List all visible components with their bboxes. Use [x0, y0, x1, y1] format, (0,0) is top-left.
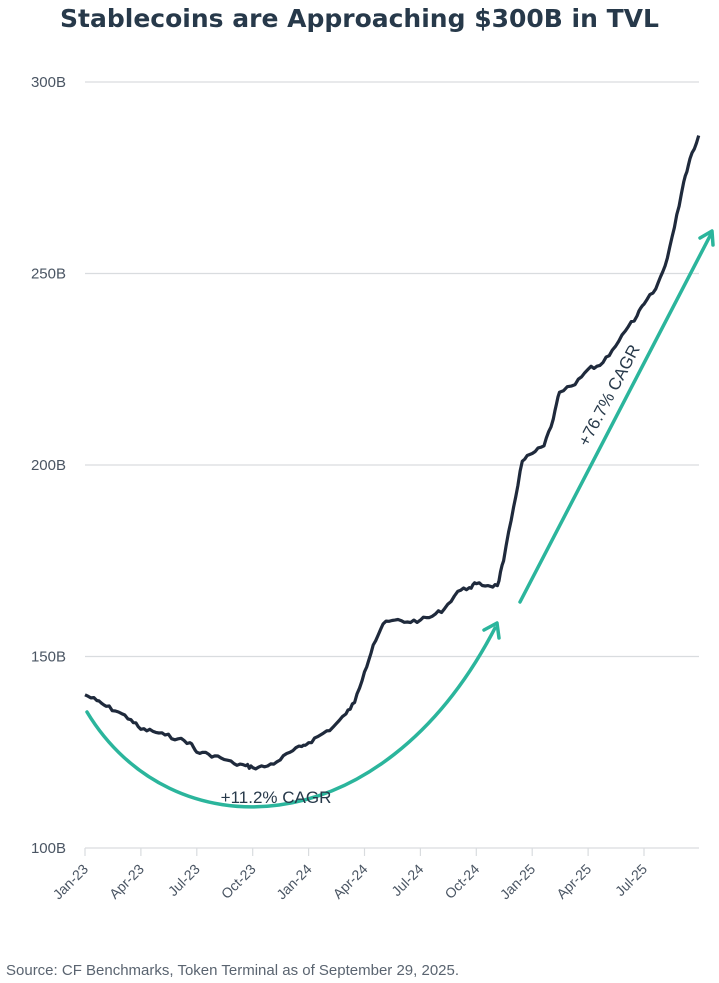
arrow-head-2 [698, 229, 715, 247]
annotation-label: +11.2% CAGR [221, 788, 332, 807]
y-tick-label: 300B [31, 74, 66, 91]
y-tick-label: 150B [31, 649, 66, 666]
y-tick-label: 200B [31, 457, 66, 474]
arrow-head-1 [482, 621, 501, 640]
chart-title: Stablecoins are Approaching $300B in TVL [60, 4, 659, 33]
x-tick-label: Jul-25 [612, 861, 650, 899]
cagr-arrow-1 [85, 626, 497, 809]
source-note: Source: CF Benchmarks, Token Terminal as… [6, 962, 460, 979]
y-tick-label: 100B [31, 840, 66, 857]
x-tick-label: Jul-24 [388, 861, 426, 899]
x-tick-label: Jan-24 [273, 861, 315, 903]
cagr-arrow-2 [518, 232, 713, 604]
tvl-series-line [84, 135, 701, 771]
x-tick-label: Oct-23 [218, 861, 259, 902]
x-tick-label: Apr-23 [106, 861, 147, 902]
x-tick-label: Apr-24 [330, 861, 371, 902]
x-tick-label: Jul-23 [165, 861, 203, 899]
x-tick-label: Jan-23 [50, 861, 92, 903]
x-tick-label: Jan-25 [497, 861, 539, 903]
line-chart: 100B 150B 200B 250B 300B Jan-23 Apr-23 Jul-23 Oc… [31, 74, 715, 903]
y-tick-label: 250B [31, 266, 66, 283]
x-tick-label: Apr-25 [553, 861, 594, 902]
x-tick-label: Oct-24 [441, 861, 482, 902]
